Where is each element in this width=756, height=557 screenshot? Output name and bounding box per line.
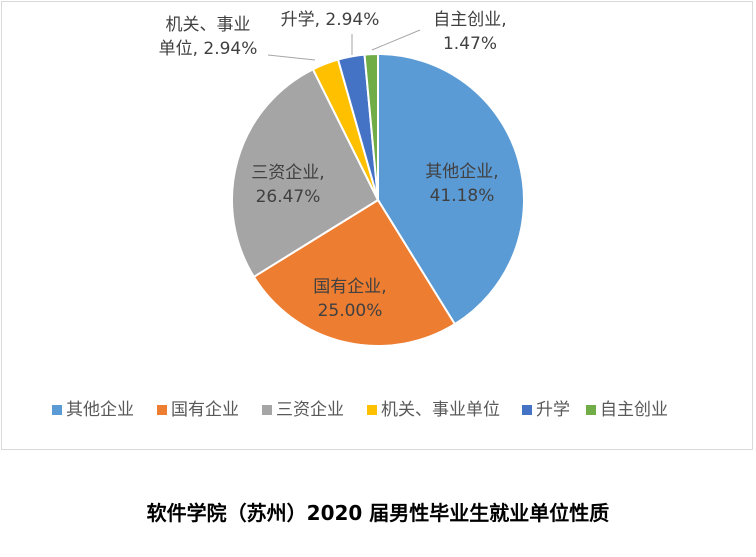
data-label-3: 三资企业, 26.47% [251, 163, 324, 207]
data-label-5: 升学, 2.94% [281, 10, 380, 30]
legend-label-2: 国有企业 [171, 400, 239, 420]
data-label-6: 自主创业, 1.47% [433, 10, 506, 54]
legend-swatch-1 [52, 405, 62, 415]
legend: 其他企业 国有企业 三资企业 机关、事业单位 升学 自主创业 [52, 400, 668, 420]
legend-label-4: 机关、事业单位 [381, 400, 500, 420]
legend-swatch-3 [262, 405, 272, 415]
legend-label-6: 自主创业 [600, 400, 668, 420]
legend-label-1: 其他企业 [66, 400, 134, 420]
leader-line-4 [267, 54, 316, 61]
data-label-1: 其他企业, 41.18% [425, 162, 498, 206]
pie-chart: 其他企业, 41.18% 国有企业, 25.00% 三资企业, 26.47% 机关、事业单位… [52, 10, 668, 420]
figure-caption: 软件学院（苏州）2020 届男性毕业生就业单位性质 [146, 501, 610, 525]
legend-label-3: 三资企业 [276, 400, 344, 420]
pie-slice-6 [363, 52, 379, 201]
legend-swatch-5 [522, 405, 532, 415]
legend-swatch-4 [367, 405, 377, 415]
data-label-4: 机关、事业单位, 2.94% [159, 15, 258, 59]
leader-lines [267, 29, 421, 61]
leader-line-6 [371, 29, 421, 51]
pie-slices [231, 52, 525, 347]
pie-slice-2 [252, 198, 457, 347]
legend-swatch-6 [586, 405, 596, 415]
data-labels: 其他企业, 41.18% 国有企业, 25.00% 三资企业, 26.47% 机关、事业单位… [159, 10, 507, 321]
legend-swatch-2 [157, 405, 167, 415]
legend-label-5: 升学 [536, 400, 570, 420]
pie-slice-1 [377, 52, 525, 326]
data-label-2: 国有企业, 25.00% [313, 277, 386, 321]
pie-slice-3 [231, 67, 380, 279]
